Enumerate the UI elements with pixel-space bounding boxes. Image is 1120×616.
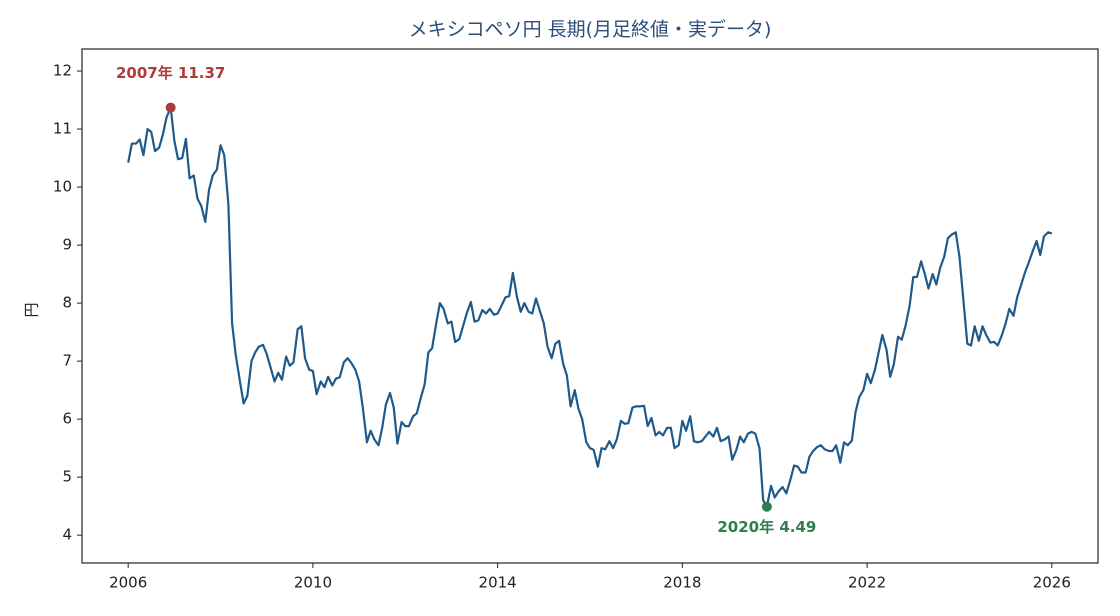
annotation-point xyxy=(761,501,772,512)
y-tick-label: 12 xyxy=(53,62,72,80)
chart-title: メキシコペソ円 長期(月足終値・実データ) xyxy=(409,19,772,41)
annotation-label: 2020年 4.49 xyxy=(717,518,816,536)
y-tick-label: 4 xyxy=(62,526,72,544)
y-tick-label: 8 xyxy=(62,294,72,312)
y-tick-label: 11 xyxy=(53,120,72,138)
x-tick-label: 2018 xyxy=(663,574,701,592)
x-tick-label: 2014 xyxy=(479,574,517,592)
plot-frame xyxy=(81,48,1099,564)
x-tick-label: 2010 xyxy=(294,574,332,592)
annotation-label: 2007年 11.37 xyxy=(116,64,225,82)
y-tick-label: 6 xyxy=(62,410,72,428)
y-axis-label: 円 xyxy=(23,302,41,317)
x-tick-label: 2022 xyxy=(848,574,886,592)
x-tick-label: 2006 xyxy=(109,574,147,592)
y-tick-label: 5 xyxy=(62,468,72,486)
y-tick-label: 7 xyxy=(62,352,72,370)
y-tick-label: 10 xyxy=(53,178,72,196)
x-tick-label: 2026 xyxy=(1033,574,1071,592)
y-tick-label: 9 xyxy=(62,236,72,254)
annotation-point xyxy=(165,102,176,113)
price-line xyxy=(127,106,1053,508)
